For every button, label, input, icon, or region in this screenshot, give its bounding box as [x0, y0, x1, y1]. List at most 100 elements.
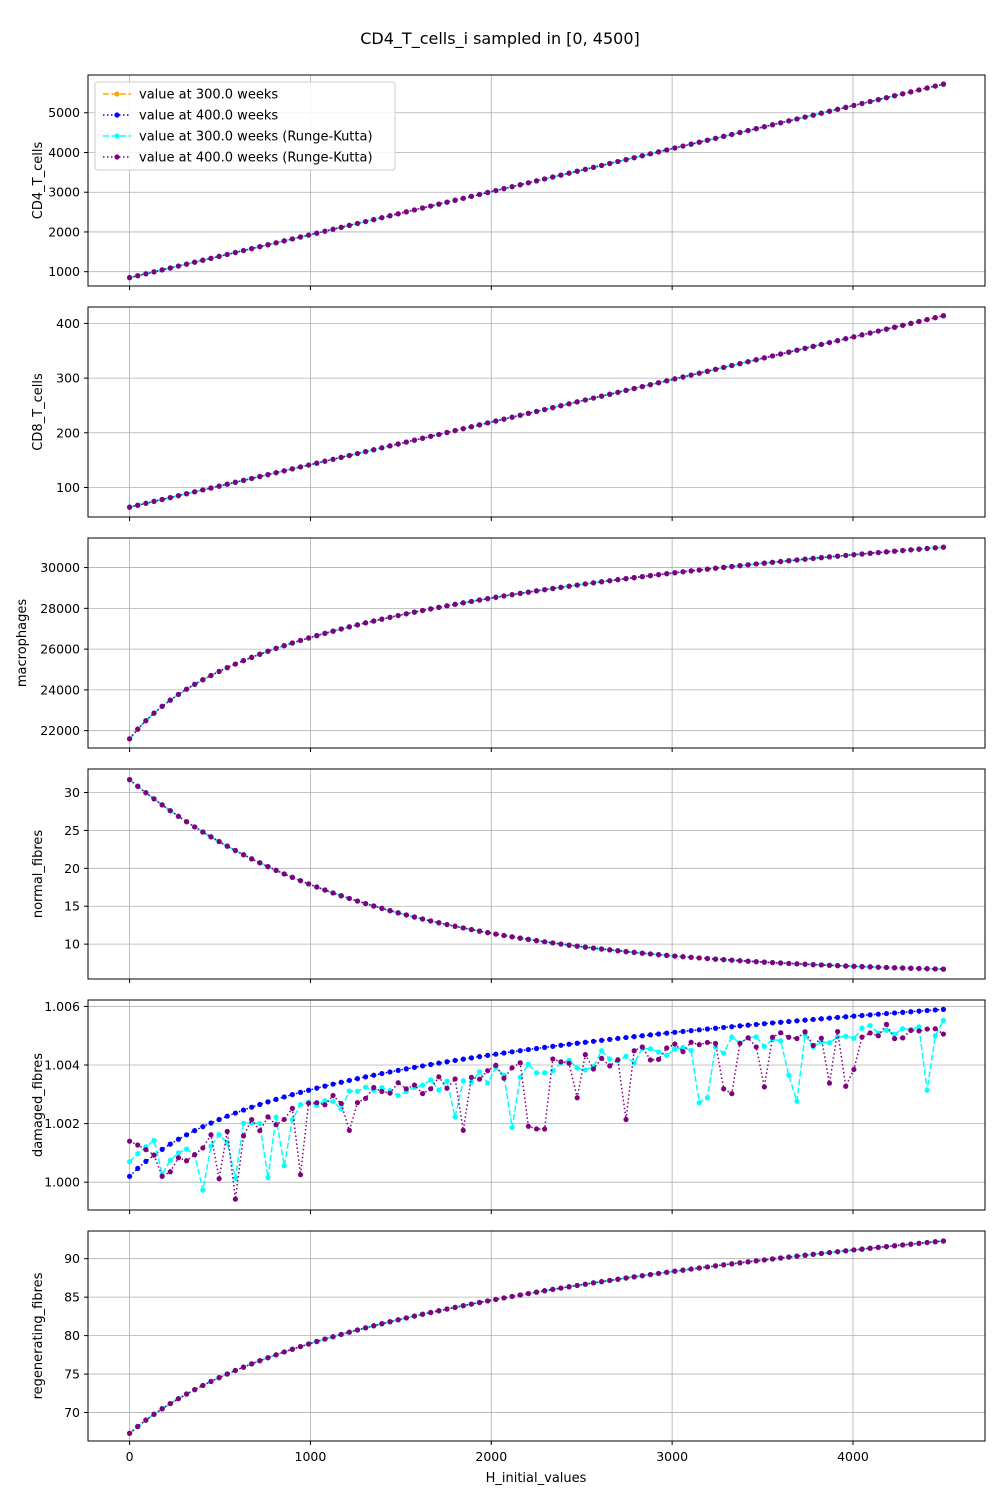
- data-point: [818, 962, 824, 968]
- data-point: [330, 890, 336, 896]
- data-point: [655, 1270, 662, 1277]
- data-point: [428, 918, 434, 924]
- data-point: [712, 1025, 719, 1031]
- data-point: [818, 110, 824, 116]
- data-point: [452, 1114, 458, 1120]
- data-point: [460, 600, 466, 606]
- data-point: [216, 1116, 222, 1123]
- data-point: [338, 1100, 344, 1107]
- data-point: [599, 946, 605, 952]
- data-point: [859, 964, 865, 970]
- data-point: [582, 1281, 588, 1287]
- data-point: [314, 1100, 320, 1106]
- data-point: [745, 127, 751, 134]
- data-point: [183, 686, 190, 692]
- data-point: [468, 1055, 474, 1061]
- data-point: [737, 1023, 743, 1029]
- data-point: [143, 718, 149, 724]
- data-point: [704, 1095, 711, 1101]
- data-point: [916, 546, 922, 552]
- data-point: [623, 1034, 629, 1041]
- data-point: [533, 1126, 540, 1132]
- data-point: [387, 908, 393, 914]
- data-point: [680, 1049, 686, 1055]
- data-point: [126, 275, 133, 281]
- data-point: [916, 318, 922, 325]
- data-point: [224, 1371, 230, 1377]
- data-point: [387, 213, 393, 219]
- data-point: [533, 1070, 540, 1076]
- series-4: [126, 777, 947, 972]
- data-point: [403, 912, 409, 918]
- data-point: [525, 1061, 531, 1067]
- data-point: [615, 389, 621, 395]
- legend-entry: value at 300.0 weeks: [103, 88, 278, 103]
- data-point: [151, 498, 157, 505]
- data-point: [859, 1012, 865, 1019]
- data-point: [533, 408, 540, 415]
- data-point: [574, 582, 580, 588]
- figure-title: CD4_T_cells_i sampled in [0, 4500]: [360, 29, 639, 49]
- data-point: [900, 1242, 906, 1248]
- data-point: [851, 1013, 857, 1019]
- data-point: [794, 1098, 800, 1104]
- data-point: [590, 1280, 597, 1286]
- data-point: [574, 168, 580, 174]
- data-point: [729, 1034, 735, 1040]
- data-point: [216, 1132, 222, 1138]
- data-point: [550, 174, 556, 180]
- data-point: [639, 383, 645, 390]
- data-point: [175, 1396, 182, 1402]
- data-point: [419, 1082, 426, 1088]
- data-point: [891, 1036, 898, 1042]
- data-point: [363, 1095, 369, 1101]
- data-point: [940, 313, 947, 319]
- y-tick-label: 300: [56, 371, 80, 386]
- data-point: [916, 1028, 922, 1034]
- data-point: [704, 1026, 711, 1032]
- data-point: [509, 1065, 515, 1071]
- data-point: [542, 406, 548, 413]
- data-point: [175, 1150, 182, 1156]
- data-point: [468, 424, 474, 430]
- data-point: [338, 626, 344, 632]
- data-point: [737, 563, 743, 569]
- data-point: [167, 1169, 173, 1175]
- data-point: [509, 934, 515, 940]
- data-point: [623, 1275, 629, 1281]
- data-point: [175, 813, 182, 819]
- data-point: [688, 141, 694, 147]
- data-point: [297, 878, 304, 884]
- data-point: [558, 1059, 564, 1065]
- data-point: [485, 1080, 491, 1086]
- data-point: [273, 1114, 279, 1120]
- data-point: [883, 964, 890, 971]
- data-point: [574, 943, 580, 949]
- data-point: [493, 594, 499, 600]
- series-4: [126, 544, 947, 742]
- data-point: [436, 431, 442, 438]
- data-point: [859, 1025, 865, 1031]
- data-point: [859, 332, 865, 338]
- data-point: [428, 606, 434, 612]
- data-point: [566, 942, 572, 948]
- data-point: [891, 93, 898, 99]
- data-point: [696, 567, 702, 573]
- y-tick-label: 1.006: [44, 999, 80, 1014]
- x-axis-label: H_initial_values: [486, 1471, 587, 1486]
- y-tick-label: 25: [64, 823, 80, 838]
- data-point: [737, 361, 743, 367]
- data-point: [883, 1021, 890, 1027]
- data-point: [200, 829, 206, 835]
- data-point: [371, 1072, 377, 1078]
- data-point: [753, 126, 759, 132]
- data-point: [403, 1315, 409, 1321]
- data-point: [232, 661, 238, 667]
- data-point: [639, 1044, 645, 1050]
- data-point: [916, 1240, 922, 1246]
- data-point: [778, 351, 784, 357]
- data-point: [249, 654, 255, 660]
- data-point: [444, 429, 450, 436]
- data-point: [940, 544, 947, 550]
- data-point: [672, 145, 678, 151]
